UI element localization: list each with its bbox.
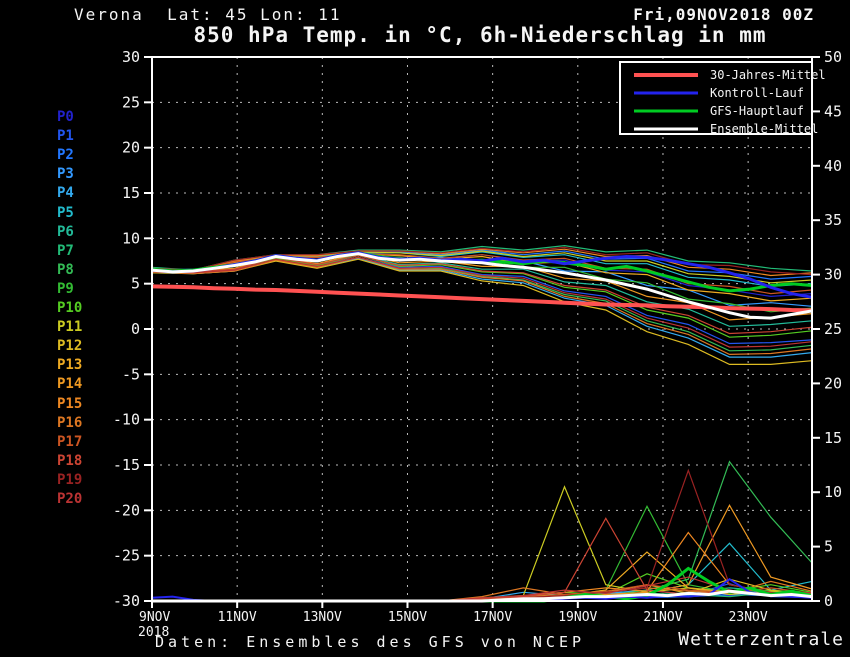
legend-label-Ensemble-Mittel: Ensemble-Mittel — [710, 122, 818, 136]
left-tick-label-5: 5 — [131, 275, 140, 293]
left-tick-label-0: 0 — [131, 320, 140, 338]
left-tick-label--25: -25 — [113, 547, 140, 565]
member-label-P20: P20 — [57, 491, 83, 507]
member-label-P8: P8 — [57, 261, 74, 278]
member-label-P13: P13 — [57, 357, 83, 374]
left-tick-label-30: 30 — [122, 48, 140, 66]
run-datetime: Fri,09NOV2018 00Z — [633, 5, 814, 24]
member-label-P14: P14 — [57, 376, 83, 393]
station-info: Verona Lat: 45 Lon: 11 — [74, 5, 342, 24]
right-tick-label-25: 25 — [824, 320, 842, 338]
named-series-lines — [151, 251, 813, 603]
left-tick-label--30: -30 — [113, 592, 140, 610]
member-label-P17: P17 — [57, 433, 83, 450]
x-tick-label-17NOV: 17NOV — [473, 610, 512, 625]
left-tick-label-15: 15 — [122, 184, 140, 202]
right-tick-label-30: 30 — [824, 266, 842, 284]
legend-label-Kontroll-Lauf: Kontroll-Lauf — [710, 86, 804, 100]
x-tick-sublabel-2018: 2018 — [138, 625, 169, 640]
right-tick-label-5: 5 — [824, 538, 833, 556]
member-label-P12: P12 — [57, 338, 83, 355]
series-mean30y-line — [151, 284, 813, 313]
x-tick-label-11NOV: 11NOV — [218, 610, 257, 625]
left-tick-label--5: -5 — [122, 365, 140, 383]
right-tick-label-45: 45 — [824, 102, 842, 120]
left-tick-label-20: 20 — [122, 139, 140, 157]
legend-label-30-Jahres-Mittel: 30-Jahres-Mittel — [710, 68, 826, 82]
member-label-P10: P10 — [57, 300, 83, 316]
right-tick-label-50: 50 — [824, 48, 842, 66]
left-tick-label--20: -20 — [113, 501, 140, 519]
member-label-P3: P3 — [57, 166, 74, 183]
data-source: Daten: Ensembles des GFS von NCEP — [155, 633, 586, 651]
right-tick-label-0: 0 — [824, 592, 833, 610]
member-label-P19: P19 — [57, 471, 83, 488]
brand: Wetterzentrale — [678, 629, 844, 650]
member-label-P4: P4 — [57, 185, 74, 202]
member-P16-temp-line — [151, 256, 813, 356]
series-mean-line — [151, 252, 813, 320]
member-label-P5: P5 — [57, 204, 74, 221]
left-tick-label-10: 10 — [122, 229, 140, 247]
member-label-P0: P0 — [57, 109, 74, 125]
member-P8-precip-line — [152, 460, 813, 602]
x-tick-label-9NOV: 9NOV — [139, 610, 170, 625]
member-P15-temp-line — [151, 248, 813, 277]
member-label-P11: P11 — [57, 319, 83, 336]
legend-label-GFS-Hauptlauf: GFS-Hauptlauf — [710, 104, 804, 118]
member-label-P1: P1 — [57, 128, 74, 145]
left-tick-label-25: 25 — [122, 93, 140, 111]
x-tick-label-15NOV: 15NOV — [388, 610, 427, 625]
x-tick-label-19NOV: 19NOV — [558, 610, 597, 625]
chart-title: 850 hPa Temp. in °C, 6h-Niederschlag in … — [193, 23, 767, 47]
member-label-P18: P18 — [57, 452, 83, 469]
right-tick-label-10: 10 — [824, 483, 842, 501]
left-tick-label--10: -10 — [113, 411, 140, 429]
legend: 30-Jahres-Mittel Kontroll-Lauf GFS-Hauptla… — [619, 61, 826, 136]
axes: 302520151050-5-10-15-20-25-3050454035302… — [113, 48, 842, 640]
member-label-P9: P9 — [57, 280, 74, 297]
right-tick-label-35: 35 — [824, 211, 842, 229]
member-P14-precip-line — [152, 504, 813, 602]
member-P19-precip-line — [152, 468, 813, 602]
member-label-P15: P15 — [57, 395, 83, 412]
gridlines — [152, 57, 812, 601]
member-label-P7: P7 — [57, 242, 74, 259]
member-label-P2: P2 — [57, 147, 74, 164]
x-tick-label-23NOV: 23NOV — [729, 610, 768, 625]
right-tick-label-40: 40 — [824, 157, 842, 175]
member-P20-temp-line — [151, 256, 813, 348]
left-tick-label--15: -15 — [113, 456, 140, 474]
member-label-P16: P16 — [57, 414, 83, 431]
member-P9-precip-line — [152, 504, 813, 602]
x-tick-label-13NOV: 13NOV — [303, 610, 342, 625]
right-tick-label-20: 20 — [824, 374, 842, 392]
member-label-P6: P6 — [57, 223, 74, 240]
x-tick-label-21NOV: 21NOV — [643, 610, 682, 625]
right-tick-label-15: 15 — [824, 429, 842, 447]
